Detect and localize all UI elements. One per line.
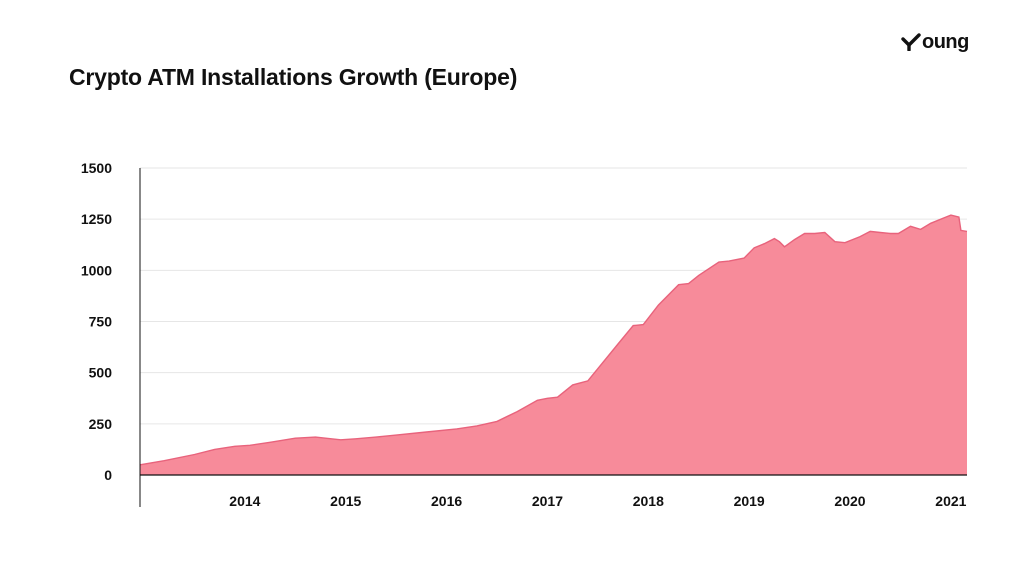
y-tick-label: 250 xyxy=(89,416,113,432)
x-tick-label: 2017 xyxy=(532,493,563,509)
x-tick-label: 2021 xyxy=(935,493,966,509)
y-tick-label: 1250 xyxy=(81,211,112,227)
x-tick-label: 2019 xyxy=(734,493,765,509)
x-tick-label: 2015 xyxy=(330,493,361,509)
x-tick-label: 2016 xyxy=(431,493,462,509)
chart-title: Crypto ATM Installations Growth (Europe) xyxy=(69,64,518,90)
x-tick-label: 2020 xyxy=(834,493,865,509)
brand-logo: oung xyxy=(901,32,969,52)
y-tick-label: 0 xyxy=(104,467,112,483)
y-tick-label: 500 xyxy=(89,365,113,381)
y-tick-label: 750 xyxy=(89,314,113,330)
x-tick-label: 2018 xyxy=(633,493,664,509)
series-area xyxy=(140,215,967,475)
check-y-icon xyxy=(901,33,921,51)
series-line xyxy=(139,214,968,466)
y-tick-label: 1000 xyxy=(81,262,112,278)
logo-text: oung xyxy=(922,31,969,53)
x-tick-label: 2014 xyxy=(229,493,260,509)
y-tick-label: 1500 xyxy=(81,160,112,176)
